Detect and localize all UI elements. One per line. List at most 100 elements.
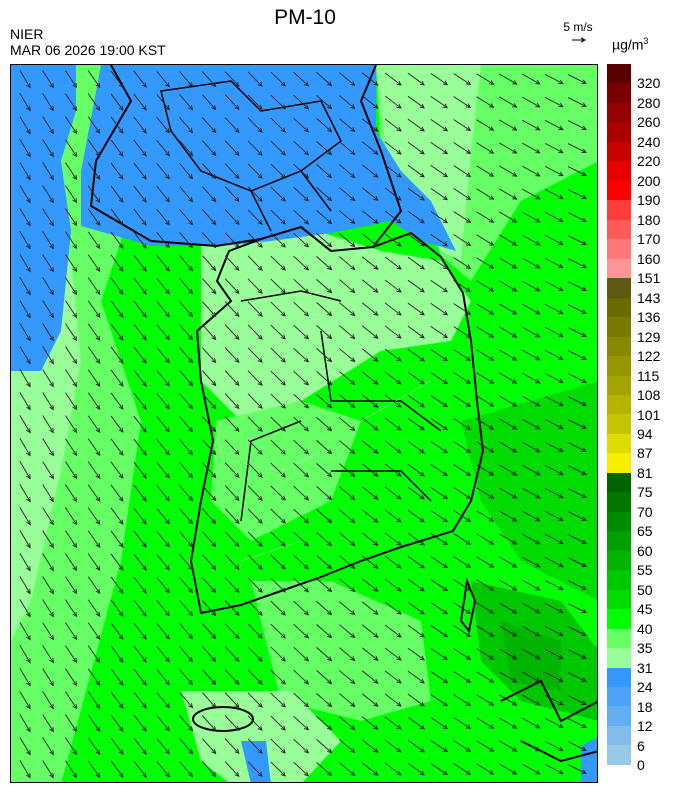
wind-arrow [179,71,194,88]
wind-arrow [133,323,147,341]
wind-arrow [19,645,31,664]
wind-arrow [384,279,402,293]
wind-arrow [202,577,217,594]
wind-arrow [19,438,31,457]
legend-color-block [607,297,631,318]
wind-arrow [179,600,194,617]
wind-arrow [110,714,124,732]
wind-arrow [499,326,518,338]
wind-arrow [247,163,263,179]
wind-arrow [499,234,518,246]
wind-arrow [430,463,449,477]
wind-arrow [87,277,101,296]
wind-arrow [361,624,379,638]
wind-arrow [476,303,495,315]
wind-arrow [316,670,333,685]
wind-arrow [87,599,101,618]
legend-label: 31 [637,659,653,676]
district-boundaries [230,320,432,562]
wind-arrow [316,256,333,271]
wind-arrow [499,349,518,361]
wind-arrow [110,323,124,341]
wind-arrow [270,278,286,294]
wind-arrow [384,141,402,155]
wind-arrow [19,277,31,296]
wind-arrow [316,739,333,754]
wind-arrow [453,717,472,730]
wind-arrow [476,165,495,177]
wind-arrow [179,485,194,502]
wind-arrow [133,116,147,134]
wind-arrow [224,600,240,617]
wind-arrow [293,255,310,271]
wind-arrow [407,463,425,477]
wind-arrow [567,465,587,475]
wind-arrow [499,257,518,269]
wind-arrow [179,554,194,571]
wind-arrow [384,509,402,523]
wind-arrow [567,212,587,222]
wind-arrow [202,94,217,111]
wind-arrow [407,555,425,569]
wind-arrow [567,649,587,659]
wind-arrow [65,116,78,135]
wind-arrow [407,486,425,500]
wind-arrow [316,463,333,478]
wind-arrow [293,140,310,156]
legend-color-block [607,83,631,103]
wind-arrow [476,73,495,85]
wind-arrow [87,714,101,733]
pm10-map[interactable] [10,64,598,783]
wind-arrow [476,349,495,361]
wind-arrow [384,739,402,753]
wind-arrow [156,484,170,502]
wind-arrow [224,347,240,364]
wind-arrow [453,533,472,546]
wind-arrow [293,623,310,639]
wind-arrow [430,72,449,86]
wind-arrow [453,694,472,707]
wind-arrow [179,508,194,525]
wind-arrow [202,692,217,709]
wind-arrow [133,553,147,571]
legend-color-block [607,336,631,357]
wind-arrow [42,369,54,388]
wind-arrow [270,163,286,179]
wind-arrow [247,715,263,731]
wind-arrow [544,372,564,384]
wind-arrow [384,647,402,661]
legend-color-block [607,141,631,162]
wind-arrow [179,623,194,640]
wind-arrow [476,625,495,637]
wind-arrow [19,599,31,618]
legend-color-block [607,531,631,551]
wind-arrow [361,256,379,270]
wind-arrow [65,415,78,434]
wind-arrow [430,509,449,523]
wind-arrow [42,645,54,664]
wind-arrow [499,602,518,614]
wind-arrow [361,762,379,776]
wind-arrow [87,346,101,365]
legend-label: 6 [637,737,645,754]
wind-arrow [339,394,356,409]
wind-arrow [293,347,310,363]
wind-arrow [339,716,356,731]
wind-arrow [361,72,379,86]
wind-arrow [476,441,495,453]
wind-arrow [202,646,217,663]
wind-arrow [430,279,449,293]
wind-arrow [453,671,472,684]
wind-arrow [316,647,333,662]
wind-arrow [110,346,124,364]
wind-arrow [522,464,541,476]
wind-arrow [293,462,310,478]
wind-arrow [293,508,310,524]
wind-arrow [476,372,495,384]
wind-arrow [407,670,425,684]
wind-arrow [567,764,587,774]
wind-arrow [407,256,425,270]
wind-arrow [87,208,101,227]
wind-arrow [270,669,286,685]
wind-arrow [247,554,263,570]
